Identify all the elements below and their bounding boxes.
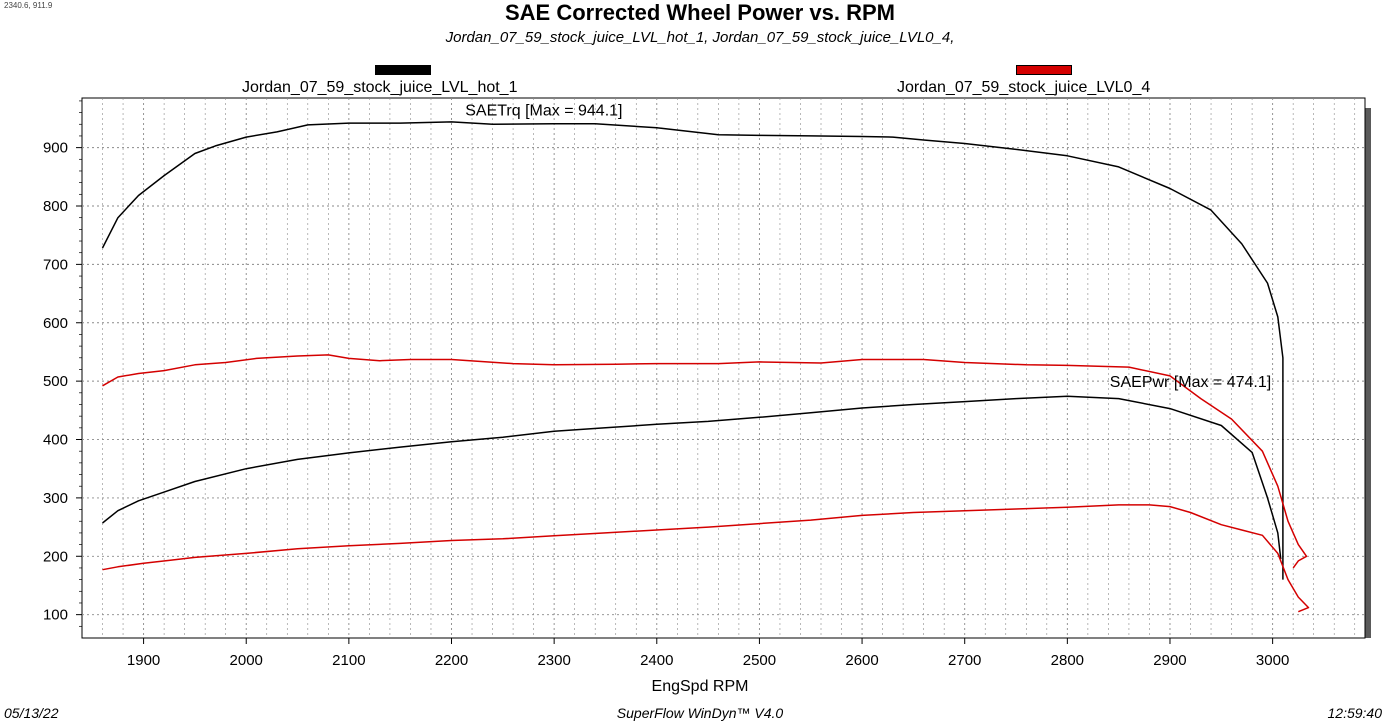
series-line-saetrq-run-1 [101,121,1284,580]
footer-software: SuperFlow WinDyn™ V4.0 [616,705,784,721]
plot-frame [81,97,1366,639]
y-tick-label: 300 [43,490,68,507]
x-tick-label: 2000 [230,652,263,669]
legend-label-run-2: Jordan_07_59_stock_juice_LVL0_4 [897,79,1151,96]
footer-date: 05/13/22 [4,705,59,721]
x-tick-label: 2800 [1051,652,1084,669]
x-tick-label: 2300 [537,652,570,669]
cursor-coordinate-readout: 2340.6, 911.9 [4,1,53,10]
y-tick-label: 800 [43,198,68,215]
y-tick-label: 400 [43,432,68,449]
y-tick-label: 500 [43,373,68,390]
annotation-max-power: SAEPwr [Max = 474.1] [1110,374,1271,391]
x-axis-label: EngSpd RPM [651,678,749,695]
x-tick-label: 2900 [1153,652,1186,669]
y-tick-label: 700 [43,256,68,273]
series-line-saetrq-run-2 [102,354,1308,569]
chart-subtitle: Jordan_07_59_stock_juice_LVL_hot_1, Jord… [445,29,955,46]
legend-swatch-run-1 [375,65,431,75]
y-tick-label: 200 [43,548,68,565]
y-tick-label: 600 [43,315,68,332]
x-tick-label: 2100 [332,652,365,669]
footer-time: 12:59:40 [1327,705,1383,721]
y-tick-label: 100 [43,607,68,624]
x-tick-label: 2200 [435,652,468,669]
x-tick-label: 3000 [1256,652,1289,669]
x-tick-label: 1900 [127,652,160,669]
y-tick-label: 900 [43,140,68,157]
chart-title: SAE Corrected Wheel Power vs. RPM [505,0,895,25]
legend-label-run-1: Jordan_07_59_stock_juice_LVL_hot_1 [242,79,518,96]
series-line-saepwr-run-1 [102,395,1282,560]
annotation-max-torque: SAETrq [Max = 944.1] [465,103,622,120]
series-line-saepwr-run-2 [102,504,1310,613]
x-tick-label: 2700 [948,652,981,669]
x-tick-label: 2500 [743,652,776,669]
x-tick-label: 2600 [845,652,878,669]
legend-swatch-run-2 [1016,65,1072,75]
x-tick-label: 2400 [640,652,673,669]
